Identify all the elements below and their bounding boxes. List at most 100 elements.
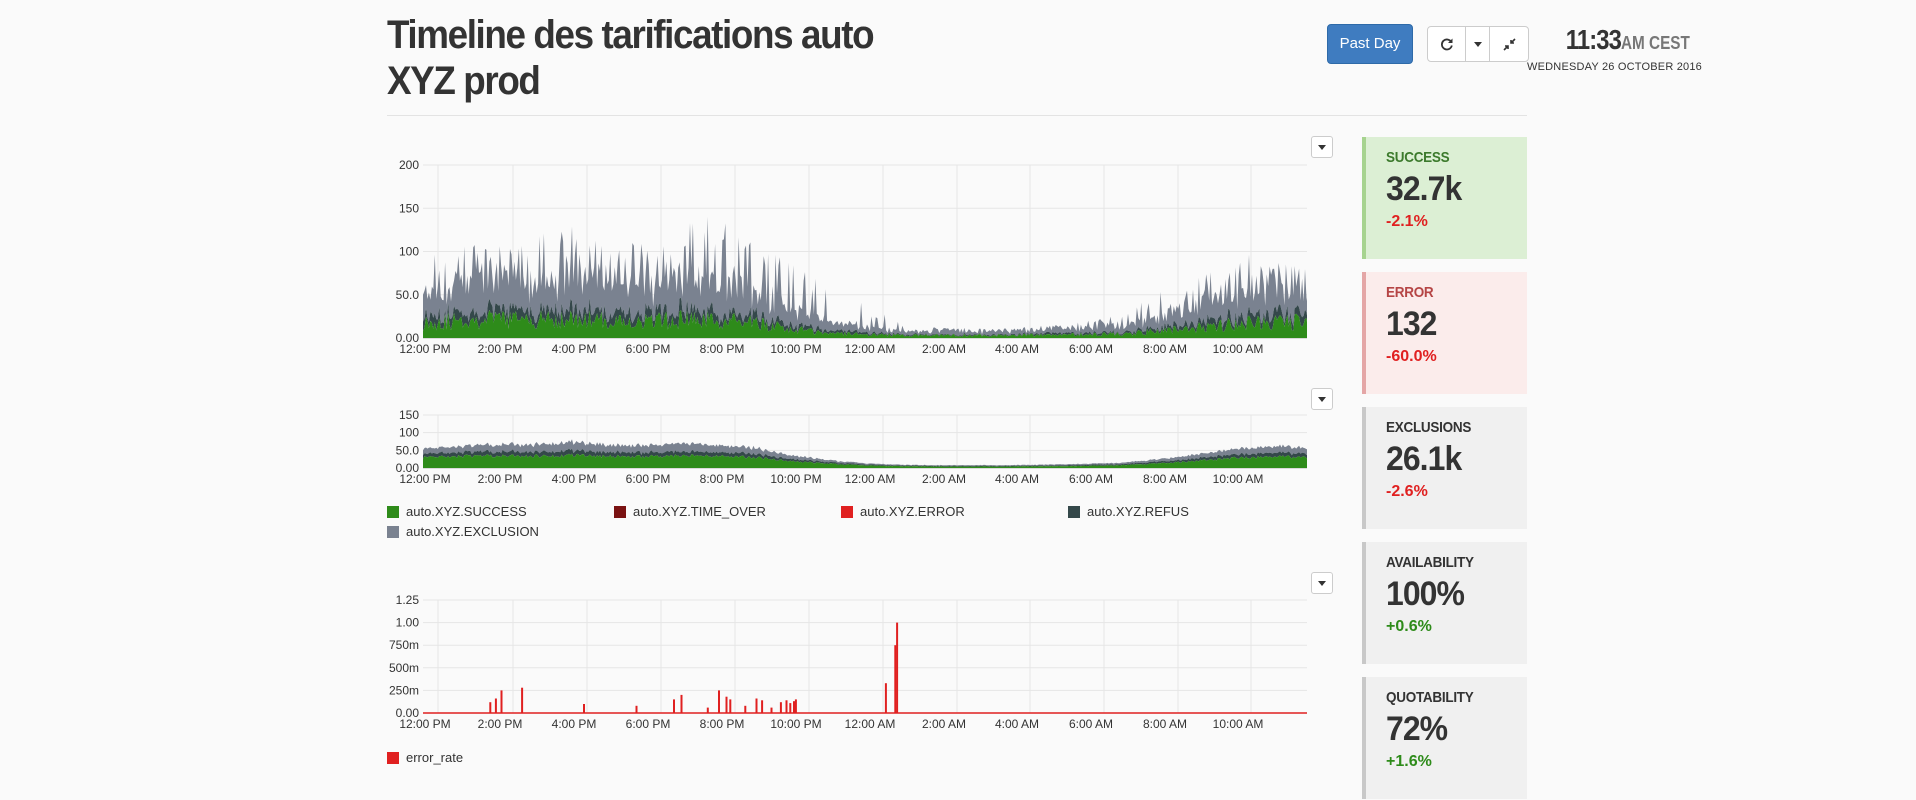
clock-ampm: AM CEST: [1621, 33, 1690, 53]
x-tick-label: 12:00 AM: [845, 472, 896, 486]
y-tick-label: 1.00: [396, 616, 420, 630]
stat-change: -60.0%: [1386, 348, 1437, 365]
caret-down-icon: [1473, 41, 1482, 47]
legend-item[interactable]: auto.XYZ.EXCLUSION: [387, 524, 539, 539]
refresh-button[interactable]: [1428, 27, 1466, 61]
stat-tile-exclusions[interactable]: EXCLUSIONS 26.1k -2.6%: [1362, 407, 1527, 529]
error-rate-bar: [494, 698, 497, 713]
y-tick-label: 150: [399, 201, 419, 215]
x-tick-label: 6:00 PM: [626, 717, 671, 730]
y-tick-label: 500m: [389, 661, 419, 675]
error-rate-bar: [729, 699, 732, 713]
stat-label: EXCLUSIONS: [1386, 419, 1472, 436]
x-tick-label: 4:00 AM: [995, 342, 1039, 356]
error-rate-bar: [489, 702, 492, 713]
panel-menu-button[interactable]: [1311, 572, 1333, 594]
requests-legend: auto.XYZ.SUCCESS auto.XYZ.TIME_OVER auto.X…: [387, 504, 1307, 544]
stat-label: SUCCESS: [1386, 149, 1450, 166]
page-title: Timeline des tarifications auto XYZ prod: [387, 13, 875, 103]
error-rate-bar: [896, 622, 899, 713]
error-rate-bar: [521, 687, 524, 713]
stat-label: AVAILABILITY: [1386, 554, 1474, 571]
x-tick-label: 8:00 AM: [1143, 342, 1187, 356]
legend-label: auto.XYZ.TIME_OVER: [633, 504, 766, 519]
timeframe-button[interactable]: Past Day: [1327, 24, 1413, 64]
y-tick-label: 150: [399, 408, 419, 422]
stat-tile-availability[interactable]: AVAILABILITY 100% +0.6%: [1362, 542, 1527, 664]
x-tick-label: 6:00 PM: [626, 472, 671, 486]
error-rate-bar: [744, 705, 747, 713]
stat-change: +0.6%: [1386, 618, 1432, 635]
x-tick-label: 12:00 PM: [399, 472, 450, 486]
refresh-icon: [1440, 38, 1453, 51]
error-rate-bar: [673, 699, 675, 713]
x-tick-label: 8:00 PM: [700, 342, 745, 356]
error-rate-bar: [706, 707, 709, 713]
x-tick-label: 8:00 AM: [1143, 717, 1187, 730]
requests-stacked-panel: 0.00 50.0 100 150 12:00 PM 2:00 PM 4:00 PM 6:00…: [387, 386, 1333, 546]
x-tick-label: 10:00 PM: [770, 717, 821, 730]
stat-change: +1.6%: [1386, 753, 1432, 770]
error-rate-chart-grid: [423, 599, 1307, 714]
y-tick-label: 100: [399, 245, 419, 259]
panel-menu-button[interactable]: [1311, 388, 1333, 410]
legend-swatch: [387, 525, 399, 538]
series-area-auto-xyz-exclusion: [423, 216, 1307, 337]
refresh-dropdown-button[interactable]: [1466, 27, 1490, 61]
x-tick-label: 6:00 PM: [626, 342, 671, 356]
x-tick-label: 12:00 PM: [399, 717, 450, 730]
clock-time: 11:33: [1565, 24, 1622, 55]
y-tick-label: 50.0: [396, 443, 420, 457]
compress-icon: [1502, 37, 1516, 51]
x-tick-label: 10:00 AM: [1213, 472, 1264, 486]
collapse-button[interactable]: [1490, 27, 1528, 61]
legend-label: auto.XYZ.ERROR: [860, 504, 965, 519]
x-tick-label: 10:00 AM: [1213, 342, 1264, 356]
y-tick-label: 0.00: [396, 461, 420, 475]
x-tick-label: 4:00 PM: [552, 342, 597, 356]
legend-item[interactable]: auto.XYZ.ERROR: [841, 504, 965, 519]
stat-value: 32.7k: [1386, 170, 1462, 208]
stat-tile-quotability[interactable]: QUOTABILITY 72% +1.6%: [1362, 677, 1527, 799]
stat-tile-error[interactable]: ERROR 132 -60.0%: [1362, 272, 1527, 394]
y-tick-label: 50.0: [396, 288, 420, 302]
error-rate-chart: 0.00 250m 500m 750m 1.00 1.25 12:00 PM 2:00 PM 4…: [389, 593, 1307, 730]
x-tick-label: 12:00 PM: [399, 342, 450, 356]
y-tick-label: 250m: [389, 683, 419, 697]
y-tick-label: 100: [399, 426, 419, 440]
error-rate-bar: [680, 694, 683, 713]
error-rate-bar: [583, 704, 585, 713]
x-tick-label: 2:00 AM: [922, 717, 966, 730]
error-rate-bar: [779, 702, 782, 713]
error-rate-panel: 0.00 250m 500m 750m 1.00 1.25 12:00 PM 2:00 PM 4…: [387, 570, 1333, 770]
y-tick-label: 0.00: [396, 706, 420, 720]
panel-menu-button[interactable]: [1311, 136, 1333, 158]
legend-item[interactable]: auto.XYZ.REFUS: [1068, 504, 1189, 519]
x-tick-label: 6:00 AM: [1069, 717, 1113, 730]
stat-tile-success[interactable]: SUCCESS 32.7k -2.1%: [1362, 137, 1527, 259]
dashboard-controls: [1427, 26, 1529, 62]
series-area-auto-xyz-success: [423, 453, 1307, 468]
error-rate-bar: [884, 683, 887, 713]
legend-swatch: [614, 505, 626, 518]
legend-item[interactable]: auto.XYZ.TIME_OVER: [614, 504, 766, 519]
x-tick-label: 8:00 AM: [1143, 472, 1187, 486]
error-rate-bar: [500, 690, 503, 713]
stat-value: 132: [1386, 305, 1437, 343]
x-tick-label: 10:00 PM: [770, 472, 821, 486]
x-tick-label: 2:00 AM: [922, 342, 966, 356]
x-tick-label: 2:00 AM: [922, 472, 966, 486]
x-tick-label: 4:00 PM: [552, 717, 597, 730]
error-rate-bar: [770, 707, 773, 713]
clock-date: WEDNESDAY 26 OCTOBER 2016: [1527, 61, 1702, 73]
legend-swatch: [387, 751, 399, 764]
legend-item[interactable]: auto.XYZ.SUCCESS: [387, 504, 527, 519]
requests-chart: 0.00 50.0 100 150 200 12:00 PM 2:00 PM 4:00 PM 6…: [396, 158, 1307, 356]
legend-label: auto.XYZ.SUCCESS: [406, 504, 527, 519]
legend-label: auto.XYZ.EXCLUSION: [406, 524, 539, 539]
error-rate-bar: [755, 698, 758, 713]
legend-item[interactable]: error_rate: [387, 750, 463, 765]
x-tick-label: 8:00 PM: [700, 717, 745, 730]
caret-down-icon: [1318, 580, 1326, 586]
x-tick-label: 6:00 AM: [1069, 342, 1113, 356]
